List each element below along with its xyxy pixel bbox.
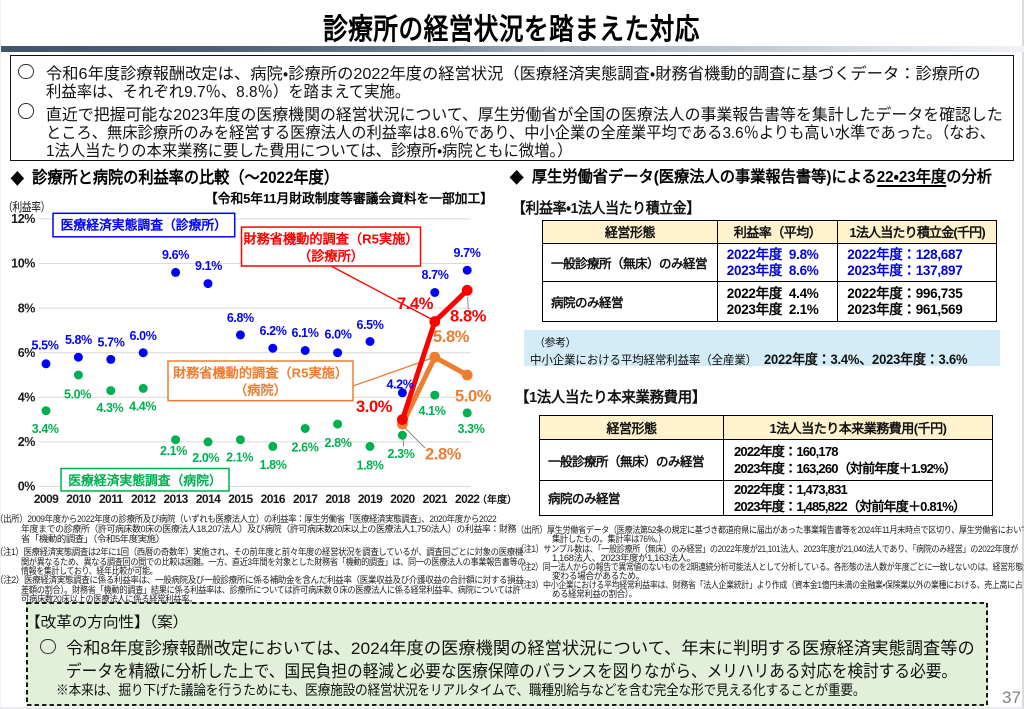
- svg-text:2011: 2011: [99, 492, 124, 506]
- svg-text:8.7%: 8.7%: [422, 268, 449, 282]
- svg-text:6.8%: 6.8%: [227, 311, 254, 325]
- svg-text:2010: 2010: [66, 492, 91, 506]
- svg-text:医療経済実態調査（病院）: 医療経済実態調査（病院）: [68, 473, 222, 488]
- svg-text:4.2%: 4.2%: [387, 378, 414, 392]
- svg-text:2021: 2021: [423, 492, 448, 506]
- svg-text:6.5%: 6.5%: [357, 318, 384, 332]
- svg-text:2013: 2013: [163, 492, 188, 506]
- svg-text:3.3%: 3.3%: [458, 422, 485, 436]
- svg-text:2.6%: 2.6%: [292, 441, 319, 455]
- svg-text:10%: 10%: [11, 257, 35, 271]
- svg-text:2.0%: 2.0%: [192, 451, 219, 465]
- svg-text:2.3%: 2.3%: [388, 447, 415, 461]
- svg-text:（診療所）: （診療所）: [298, 247, 364, 263]
- svg-text:2022: 2022: [455, 492, 480, 506]
- svg-text:12%: 12%: [11, 212, 35, 226]
- svg-text:2018: 2018: [325, 492, 350, 506]
- svg-text:5.8%: 5.8%: [65, 333, 92, 347]
- svg-text:4%: 4%: [18, 391, 36, 405]
- svg-text:2017: 2017: [293, 492, 318, 506]
- svg-text:2014: 2014: [196, 492, 221, 506]
- svg-text:4.3%: 4.3%: [96, 401, 123, 415]
- svg-text:9.1%: 9.1%: [195, 259, 222, 273]
- svg-text:6.0%: 6.0%: [325, 328, 352, 342]
- svg-text:5.0%: 5.0%: [455, 387, 492, 405]
- svg-text:5.7%: 5.7%: [98, 336, 125, 350]
- svg-text:（病院）: （病院）: [234, 381, 287, 397]
- svg-text:1.8%: 1.8%: [357, 459, 384, 473]
- svg-text:2.8%: 2.8%: [425, 446, 462, 464]
- svg-text:6.1%: 6.1%: [292, 326, 319, 340]
- svg-text:4.4%: 4.4%: [129, 400, 156, 414]
- svg-text:5.0%: 5.0%: [64, 388, 91, 402]
- svg-text:8.8%: 8.8%: [450, 308, 487, 326]
- svg-text:2009: 2009: [34, 492, 59, 506]
- svg-text:3.4%: 3.4%: [32, 422, 59, 436]
- svg-text:2019: 2019: [358, 492, 383, 506]
- svg-text:5.5%: 5.5%: [32, 339, 59, 353]
- svg-text:医療経済実態調査（診療所）: 医療経済実態調査（診療所）: [61, 218, 227, 233]
- svg-text:（年度）: （年度）: [477, 493, 517, 506]
- svg-text:6%: 6%: [18, 346, 36, 360]
- svg-text:3.0%: 3.0%: [356, 398, 393, 416]
- svg-text:1.8%: 1.8%: [260, 458, 287, 472]
- svg-text:5.8%: 5.8%: [433, 328, 470, 346]
- svg-text:9.6%: 9.6%: [162, 248, 189, 262]
- svg-text:2.8%: 2.8%: [325, 436, 352, 450]
- svg-text:財務省機動的調査（R5実施）: 財務省機動的調査（R5実施）: [242, 230, 418, 246]
- svg-text:2012: 2012: [131, 492, 156, 506]
- svg-text:2.1%: 2.1%: [160, 444, 187, 458]
- svg-text:財務省機動的調査（R5実施）: 財務省機動的調査（R5実施）: [172, 364, 348, 380]
- svg-text:2020: 2020: [390, 492, 415, 506]
- svg-text:2015: 2015: [228, 492, 253, 506]
- svg-text:6.0%: 6.0%: [130, 329, 157, 343]
- svg-text:2016: 2016: [261, 492, 286, 506]
- svg-text:9.7%: 9.7%: [454, 246, 481, 260]
- svg-text:7.4%: 7.4%: [397, 295, 434, 313]
- svg-text:2%: 2%: [18, 435, 36, 449]
- svg-text:0%: 0%: [18, 480, 36, 494]
- svg-text:8%: 8%: [18, 301, 36, 315]
- svg-text:6.2%: 6.2%: [260, 324, 287, 338]
- svg-text:4.1%: 4.1%: [419, 404, 446, 418]
- svg-text:2.1%: 2.1%: [226, 451, 253, 465]
